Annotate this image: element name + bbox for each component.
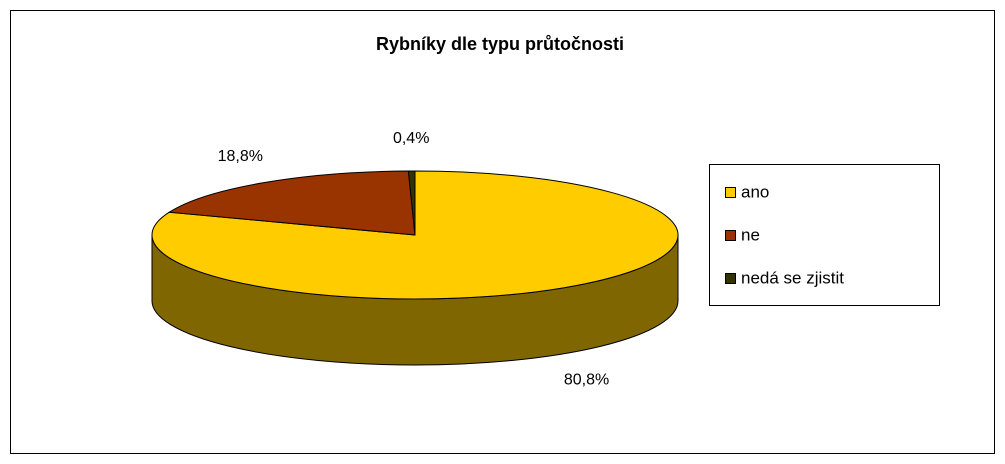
pie-slice [407,170,416,236]
legend-box [709,164,940,306]
pie-slice [151,170,679,300]
data-label: 18,8% [218,148,263,165]
legend-label: nedá se zjistit [741,268,844,287]
legend-swatch [725,273,736,284]
legend-swatch [725,187,736,198]
chart-title: Rybníky dle typu průtočnosti [376,34,624,54]
legend-swatch [725,230,736,241]
data-label: 80,8% [564,371,609,388]
data-label: 0,4% [393,130,429,147]
pie-slice [167,170,416,236]
legend-label: ne [741,225,760,244]
legend-label: ano [741,182,769,201]
